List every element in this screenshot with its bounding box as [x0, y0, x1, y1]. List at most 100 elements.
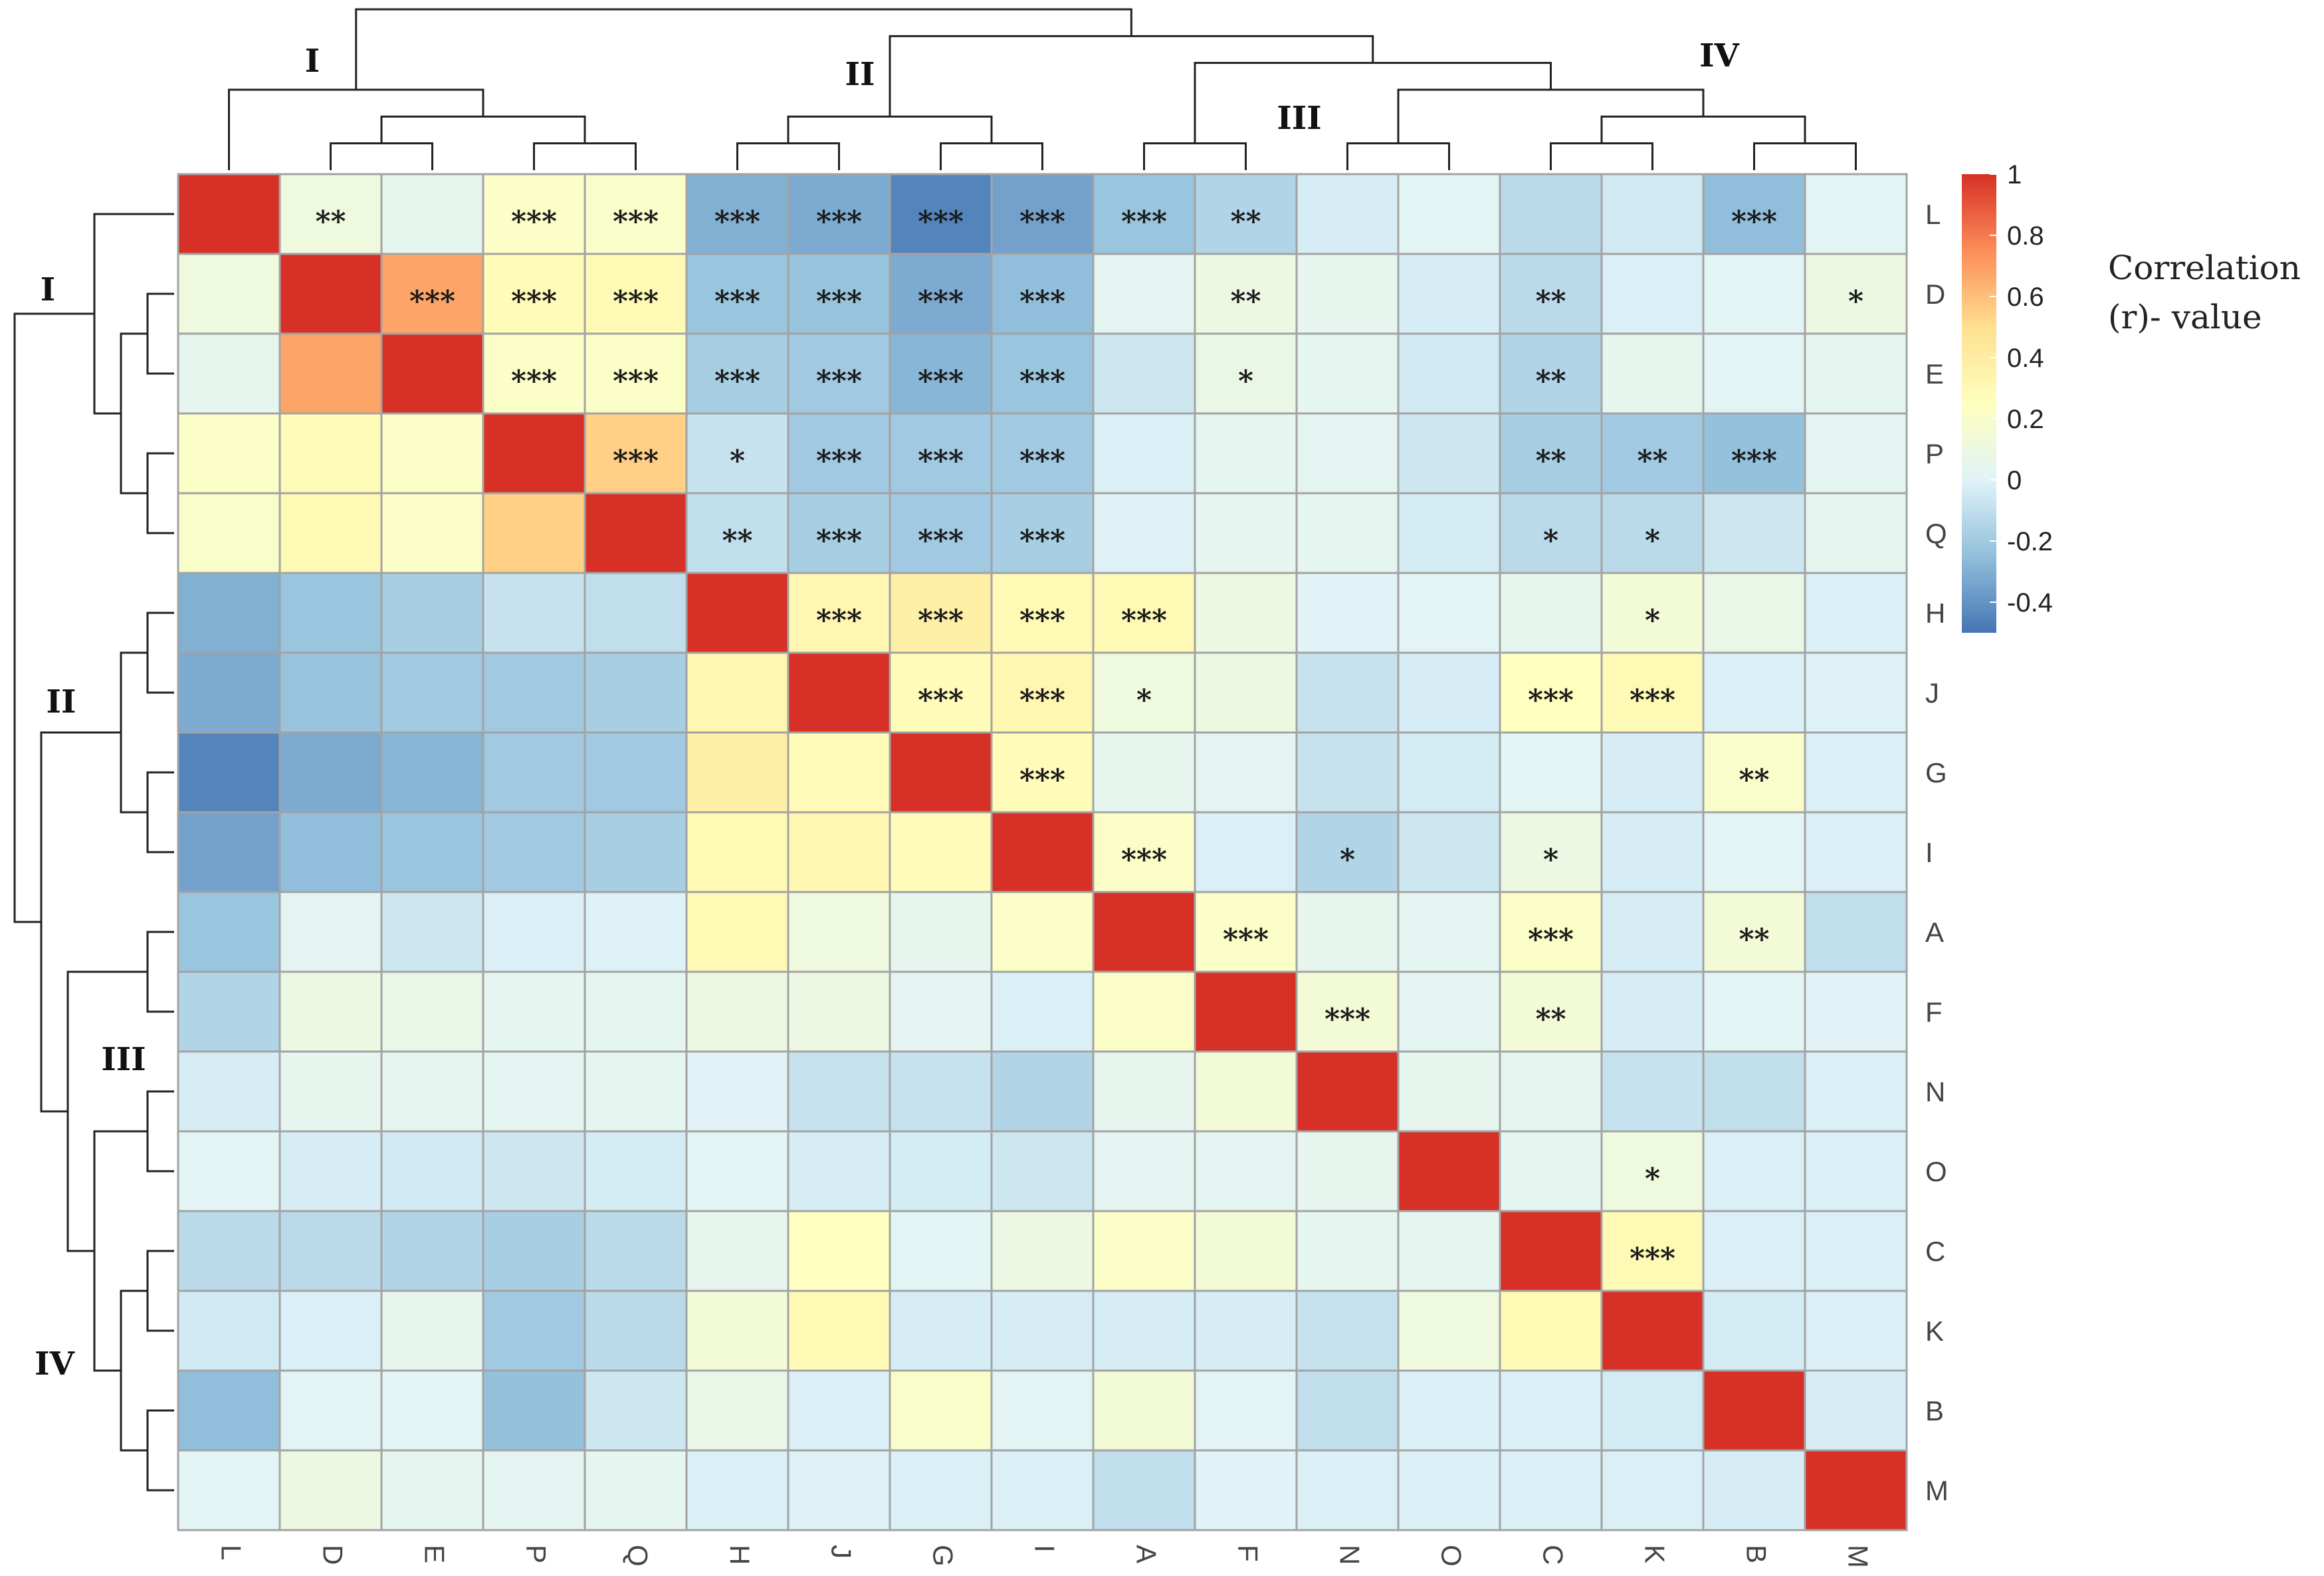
- heatmap-cell-A-I: [990, 891, 1095, 973]
- significance-G-I: ***: [1019, 763, 1065, 797]
- heatmap-cell-O-J: [787, 1130, 891, 1212]
- heatmap-cell-A-M: [1804, 891, 1908, 973]
- heatmap-cell-C-N: [1295, 1210, 1400, 1292]
- column-label-B: B: [1741, 1545, 1772, 1563]
- heatmap-cell-B-P: [482, 1369, 586, 1452]
- heatmap-cell-B-H: [685, 1369, 790, 1452]
- heatmap-cell-Q-L: [177, 492, 281, 574]
- heatmap-cell-I-I: [990, 811, 1095, 893]
- significance-D-C: **: [1535, 284, 1566, 318]
- heatmap-cell-G-M: [1804, 731, 1908, 814]
- colorbar-tick-label: 0.4: [2007, 344, 2044, 373]
- significance-D-F: **: [1230, 284, 1261, 318]
- heatmap-cell-P-A: [1092, 412, 1196, 495]
- heatmap-cell-A-F: [1194, 891, 1298, 973]
- heatmap-cell-E-J: [787, 332, 891, 415]
- heatmap-cell-L-H: [685, 173, 790, 255]
- heatmap-cell-H-F: [1194, 572, 1298, 654]
- heatmap-cell-P-I: [990, 412, 1095, 495]
- significance-D-J: ***: [816, 284, 862, 318]
- cluster-label-top-II: II: [845, 56, 875, 93]
- dendrogram-branch: [736, 142, 840, 170]
- significance-L-P: ***: [511, 205, 557, 239]
- significance-Q-J: ***: [816, 524, 862, 558]
- heatmap-cell-L-I: [990, 173, 1095, 255]
- heatmap-cell-I-J: [787, 811, 891, 893]
- row-label-J: J: [1925, 677, 1939, 709]
- heatmap-cell-G-J: [787, 731, 891, 814]
- heatmap-cell-M-D: [278, 1449, 383, 1531]
- significance-J-A: *: [1136, 683, 1152, 717]
- heatmap-cell-F-M: [1804, 970, 1908, 1053]
- colorbar-tick-label: -0.4: [2007, 588, 2053, 618]
- dendrogram-branch: [40, 731, 121, 1113]
- significance-O-K: *: [1645, 1162, 1660, 1196]
- significance-L-F: **: [1230, 205, 1261, 239]
- significance-markers: ** *** *** *** *** *** *** *** ** ****** *** *** ***…: [315, 205, 1863, 1276]
- heatmap-cell-F-G: [889, 970, 993, 1053]
- heatmap-cell-M-O: [1397, 1449, 1501, 1531]
- column-label-J: J: [825, 1545, 857, 1559]
- dendrogram-branch: [380, 115, 586, 144]
- row-label-K: K: [1925, 1315, 1944, 1347]
- heatmap-cell-K-K: [1600, 1290, 1705, 1372]
- significance-P-G: ***: [918, 444, 964, 478]
- heatmap-cell-D-O: [1397, 253, 1501, 335]
- column-label-I: I: [1029, 1545, 1060, 1553]
- heatmap-cell-P-M: [1804, 412, 1908, 495]
- heatmap-cell-B-K: [1600, 1369, 1705, 1452]
- heatmap-cell-C-E: [380, 1210, 484, 1292]
- heatmap-cell-L-L: [177, 173, 281, 255]
- heatmap-cell-Q-D: [278, 492, 383, 574]
- heatmap-cell-I-A: [1092, 811, 1196, 893]
- heatmap-cell-E-C: [1499, 332, 1603, 415]
- heatmap-cell-D-M: [1804, 253, 1908, 335]
- column-label-L: L: [215, 1545, 247, 1560]
- significance-H-I: ***: [1019, 604, 1065, 637]
- significance-J-I: ***: [1019, 683, 1065, 717]
- heatmap-cell-D-Q: [583, 253, 688, 335]
- dendrogram-branch: [533, 142, 637, 170]
- heatmap-cell-F-J: [787, 970, 891, 1053]
- significance-P-K: **: [1637, 444, 1667, 478]
- dendrogram-branch: [1550, 142, 1653, 170]
- heatmap-cell-B-M: [1804, 1369, 1908, 1452]
- heatmap-cell-L-E: [380, 173, 484, 255]
- heatmap-cell-D-A: [1092, 253, 1196, 335]
- heatmap-cell-P-G: [889, 412, 993, 495]
- row-label-D: D: [1925, 279, 1945, 310]
- heatmap-cell-N-Q: [583, 1050, 688, 1133]
- heatmap-cell-F-K: [1600, 970, 1705, 1053]
- significance-E-Q: ***: [613, 364, 659, 398]
- heatmap-cell-C-G: [889, 1210, 993, 1292]
- heatmap-cell-O-Q: [583, 1130, 688, 1212]
- column-label-O: O: [1435, 1545, 1467, 1567]
- colorbar-tick-label: 0.8: [2007, 221, 2044, 251]
- heatmap-cell-L-P: [482, 173, 586, 255]
- heatmap-cell-N-J: [787, 1050, 891, 1133]
- heatmap-cell-B-Q: [583, 1369, 688, 1452]
- heatmap-cell-H-P: [482, 572, 586, 654]
- significance-C-K: ***: [1630, 1242, 1675, 1276]
- heatmap-cell-H-A: [1092, 572, 1196, 654]
- heatmap-cell-J-D: [278, 651, 383, 734]
- heatmap-cell-G-F: [1194, 731, 1298, 814]
- heatmap-cell-J-A: [1092, 651, 1196, 734]
- dendrogram-branch: [120, 332, 148, 495]
- heatmap-cell-G-P: [482, 731, 586, 814]
- significance-L-G: ***: [918, 205, 964, 239]
- dendrogram-branch: [66, 970, 148, 1252]
- heatmap-cell-E-M: [1804, 332, 1908, 415]
- heatmap-cell-I-B: [1702, 811, 1806, 893]
- heatmap-cell-A-D: [278, 891, 383, 973]
- column-dendrogram: [228, 8, 1857, 170]
- row-labels: L D E P Q H J G I A F N O C K B M: [1925, 199, 1949, 1506]
- heatmap-cell-M-H: [685, 1449, 790, 1531]
- heatmap-cell-O-O: [1397, 1130, 1501, 1212]
- heatmap-cell-N-P: [482, 1050, 586, 1133]
- heatmap-grid: [177, 173, 1908, 1531]
- heatmap-cell-N-H: [685, 1050, 790, 1133]
- heatmap-cell-O-G: [889, 1130, 993, 1212]
- heatmap-cell-I-Q: [583, 811, 688, 893]
- heatmap-cell-O-P: [482, 1130, 586, 1212]
